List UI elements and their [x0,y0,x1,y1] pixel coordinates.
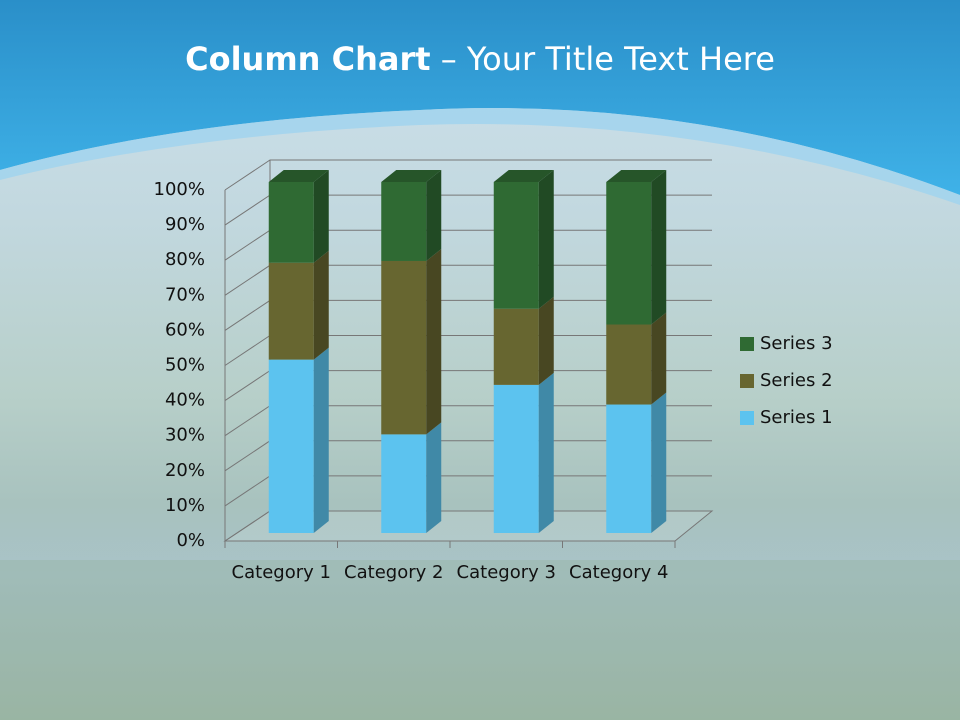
bar-side [538,372,554,533]
bar-side [426,248,442,435]
bar-side [426,422,442,533]
bar-segment [268,170,329,263]
title-bold: Column Chart [185,40,431,78]
bar-segment [381,170,442,261]
bar-side [651,392,667,533]
title-rest: – Your Title Text Here [440,40,775,78]
y-tick-label: 20% [165,460,205,481]
bar [606,404,652,533]
bar-top [493,170,554,182]
title: Column Chart – Your Title Text Here [0,40,960,78]
y-tick-label: 10% [165,495,205,516]
bar-segment [268,347,329,533]
bar-segment [606,170,667,325]
y-tick-label: 60% [165,319,205,340]
bar-side [313,347,329,533]
bar [268,262,314,360]
bar [493,182,539,309]
bar-side [651,170,667,325]
y-tick-label: 70% [165,284,205,305]
bar [381,434,427,533]
bar-side [651,312,667,405]
bar [493,384,539,533]
y-tick-label: 100% [154,179,205,200]
legend-swatch [740,411,754,425]
y-tick-label: 30% [165,425,205,446]
legend-label: Series 1 [760,407,833,428]
legend-swatch [740,374,754,388]
x-tick-label: Category 2 [344,562,444,583]
bar-top [606,170,667,182]
y-tick-label: 50% [165,355,205,376]
bar-side [538,170,554,309]
y-tick-label: 90% [165,214,205,235]
bar-segment [606,392,667,533]
bar-segment [381,248,442,435]
bar [606,182,652,325]
bar-segment [381,422,442,533]
bar-top [381,170,442,182]
grid-line [224,159,712,191]
x-tick-label: Category 4 [569,562,669,583]
bar-side [313,170,329,263]
bar-top [268,170,329,182]
bar-side [426,170,442,261]
bar-segment [493,170,554,309]
bar-side [538,296,554,385]
bar [493,308,539,385]
legend-swatch [740,337,754,351]
bar-side [313,250,329,360]
legend-label: Series 3 [760,333,833,354]
bar-segment [493,372,554,533]
y-tick-label: 40% [165,390,205,411]
x-tick-label: Category 1 [231,562,331,583]
bar-segment [606,312,667,405]
y-tick-label: 80% [165,249,205,270]
bar-segment [268,250,329,360]
bar [606,324,652,405]
bar [268,182,314,263]
legend-label: Series 2 [760,370,833,391]
bar [268,359,314,533]
y-tick-label: 0% [176,530,205,551]
bar [381,182,427,261]
x-tick-label: Category 3 [456,562,556,583]
bar-segment [493,296,554,385]
bar [381,260,427,435]
